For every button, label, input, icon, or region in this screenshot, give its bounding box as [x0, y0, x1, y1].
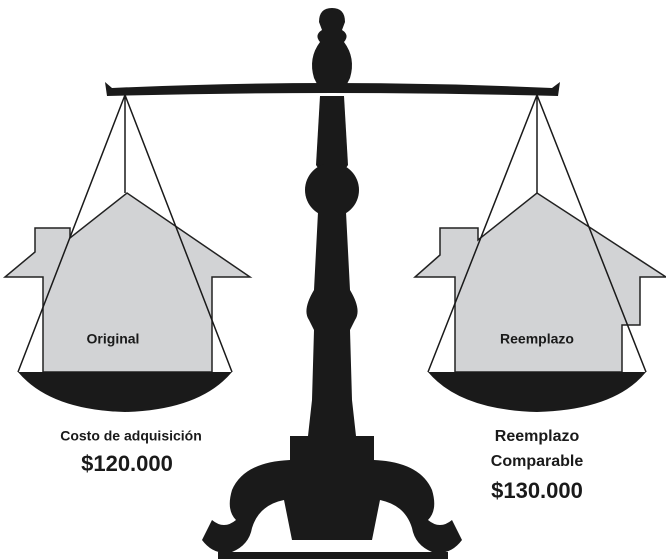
right-caption-line: Comparable	[491, 453, 584, 470]
right-amount: $130.000	[491, 478, 583, 503]
right-pan	[428, 372, 646, 412]
left-caption: Costo de adquisición	[60, 428, 202, 444]
right-caption-line: Reemplazo	[495, 428, 580, 445]
page: Original Reemplazo Costo de adquisición …	[0, 0, 666, 559]
left-house-label: Original	[87, 331, 140, 347]
scale-illustration: Original Reemplazo Costo de adquisición …	[0, 0, 666, 559]
left-pan	[18, 372, 232, 412]
right-house-label: Reemplazo	[500, 331, 574, 347]
left-amount: $120.000	[81, 451, 173, 476]
